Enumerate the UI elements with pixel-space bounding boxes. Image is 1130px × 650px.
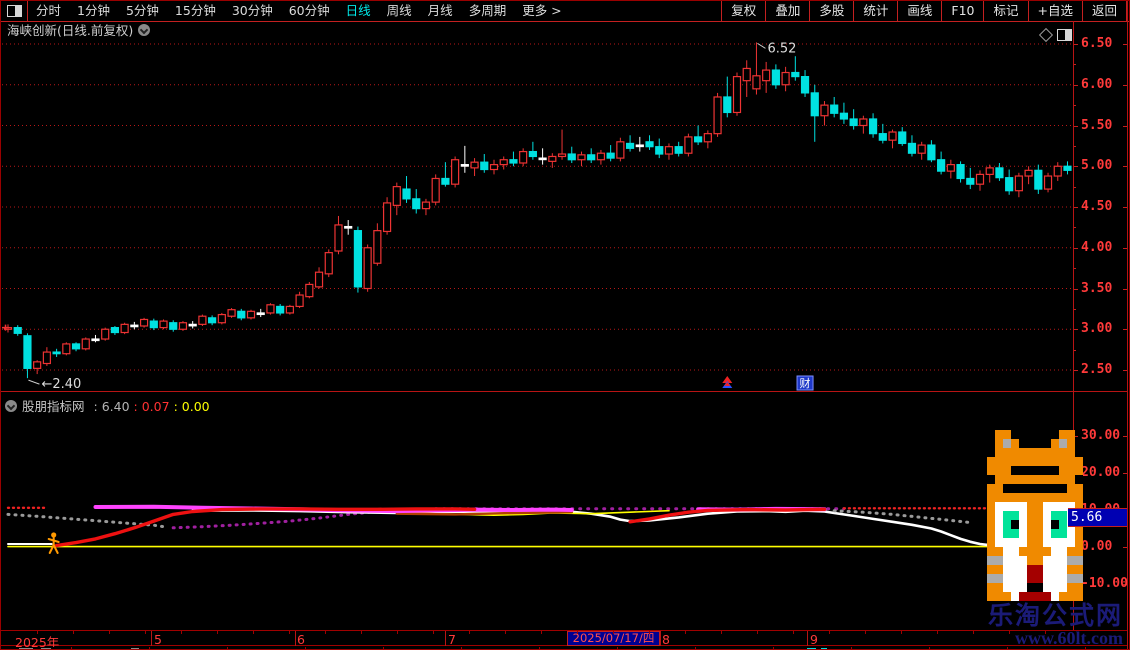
pane-split-icon[interactable] xyxy=(1057,29,1072,41)
axis-separator-line xyxy=(1073,21,1074,646)
window-layout-button[interactable] xyxy=(1,1,28,21)
date-axis-label: 6 xyxy=(297,632,305,647)
tool-button-多股[interactable]: 多股 xyxy=(810,1,855,21)
indicator-value-badge: 5.66 xyxy=(1068,508,1127,527)
bottom-pane-edge xyxy=(1,647,1127,649)
brown-segment xyxy=(395,510,573,516)
period-item-月线[interactable]: 月线 xyxy=(427,3,453,18)
price-axis-label: 6.50 xyxy=(1081,36,1113,51)
red-main-rise xyxy=(54,507,477,548)
indicator-axis-label: 20.00 xyxy=(1081,465,1121,480)
price-axis-label: 4.50 xyxy=(1081,199,1113,214)
gray-dotted-left xyxy=(6,512,165,529)
chevron-down-icon[interactable] xyxy=(138,23,151,36)
red-mid-rise xyxy=(628,507,827,524)
indicator-name: 股朋指标网 xyxy=(22,399,85,414)
period-item-30分钟[interactable]: 30分钟 xyxy=(231,3,273,18)
indicator-value: : 6.40 xyxy=(93,399,130,414)
indicator-value: : 0.00 xyxy=(173,399,210,414)
chart-title-bar: 海峡创新(日线.前复权) xyxy=(7,22,151,38)
tool-button-+自选[interactable]: +自选 xyxy=(1029,1,1083,21)
white-main-line xyxy=(191,509,992,547)
tool-button-画线[interactable]: 画线 xyxy=(898,1,943,21)
indicator-value: : 0.07 xyxy=(133,399,170,414)
price-axis-label: 2.50 xyxy=(1081,362,1113,377)
date-axis-label: 9 xyxy=(810,632,818,647)
period-item-1分钟[interactable]: 1分钟 xyxy=(77,3,110,18)
tool-button-标记[interactable]: 标记 xyxy=(984,1,1029,21)
tool-button-统计[interactable]: 统计 xyxy=(854,1,899,21)
date-axis-label: 7 xyxy=(448,632,456,647)
period-item-周线[interactable]: 周线 xyxy=(386,3,412,18)
svg-text:财: 财 xyxy=(800,376,811,390)
indicator-axis-label: 0.00 xyxy=(1081,539,1113,554)
main-candlestick-chart[interactable]: 6.52 ←2.40 财 xyxy=(2,37,1073,391)
selected-date-box: 2025/07/17/四 xyxy=(567,631,660,646)
tools-menu: 复权 叠加 多股 统计 画线 F10 标记 +自选 返回 xyxy=(721,1,1127,21)
price-axis-label: 5.50 xyxy=(1081,117,1113,133)
watermark: 乐淘公式网 www.60lt.com xyxy=(988,604,1123,647)
period-item-15分钟[interactable]: 15分钟 xyxy=(174,3,216,18)
period-menu: 分时 1分钟 5分钟 15分钟 30分钟 60分钟 日线 周线 月线 多周期 更多 > xyxy=(28,1,570,21)
price-axis-label: 4.00 xyxy=(1081,239,1113,255)
period-item-60分钟[interactable]: 60分钟 xyxy=(288,3,330,18)
tool-button-复权[interactable]: 复权 xyxy=(722,1,767,21)
indicator-header: 股朋指标网 : 6.40: 0.07: 0.00 xyxy=(5,396,210,415)
gray-dotted-right xyxy=(832,509,972,525)
svg-text:←2.40: ←2.40 xyxy=(41,377,81,391)
date-axis-label: 2025年 xyxy=(15,635,60,650)
indicator-axis-label: 30.00 xyxy=(1081,428,1121,443)
period-item-分时[interactable]: 分时 xyxy=(36,3,62,18)
price-axis-label: 5.00 xyxy=(1081,158,1113,174)
period-toolbar: 分时 1分钟 5分钟 15分钟 30分钟 60分钟 日线 周线 月线 多周期 更多 > 复权 叠加 多股… xyxy=(1,1,1129,22)
window-right-frame xyxy=(1127,1,1128,649)
indicator-values: : 6.40: 0.07: 0.00 xyxy=(90,396,210,415)
tool-button-F10[interactable]: F10 xyxy=(942,1,985,21)
price-axis-label: 6.00 xyxy=(1081,76,1113,92)
tool-button-返回[interactable]: 返回 xyxy=(1083,1,1127,21)
runner-marker-icon xyxy=(47,532,60,554)
watermark-site-name: 乐淘公式网 xyxy=(987,603,1123,630)
date-axis-label: 5 xyxy=(154,632,162,647)
watermark-url: www.60lt.com xyxy=(1015,628,1123,648)
tool-button-叠加[interactable]: 叠加 xyxy=(766,1,811,21)
indicator-collapse-icon[interactable] xyxy=(5,399,17,412)
date-axis-label: 8 xyxy=(662,632,670,647)
period-item-更多 >[interactable]: 更多 > xyxy=(522,3,562,18)
period-item-日线[interactable]: 日线 xyxy=(345,3,371,18)
page-title: 海峡创新(日线.前复权) xyxy=(7,23,134,38)
date-axis[interactable]: 2025/07/17/四 2025年 5 6 7 8 9 xyxy=(1,630,1127,649)
price-axis-label: 3.00 xyxy=(1081,321,1113,337)
period-item-多周期[interactable]: 多周期 xyxy=(468,3,507,18)
period-item-5分钟[interactable]: 5分钟 xyxy=(125,3,159,18)
price-axis-label: 3.50 xyxy=(1081,280,1113,296)
indicator-chart[interactable] xyxy=(2,413,1073,601)
svg-text:6.52: 6.52 xyxy=(767,41,796,56)
panel-divider xyxy=(1,391,1127,392)
window-split-icon xyxy=(6,5,22,17)
indicator-axis-label: -10.00 xyxy=(1081,576,1128,591)
